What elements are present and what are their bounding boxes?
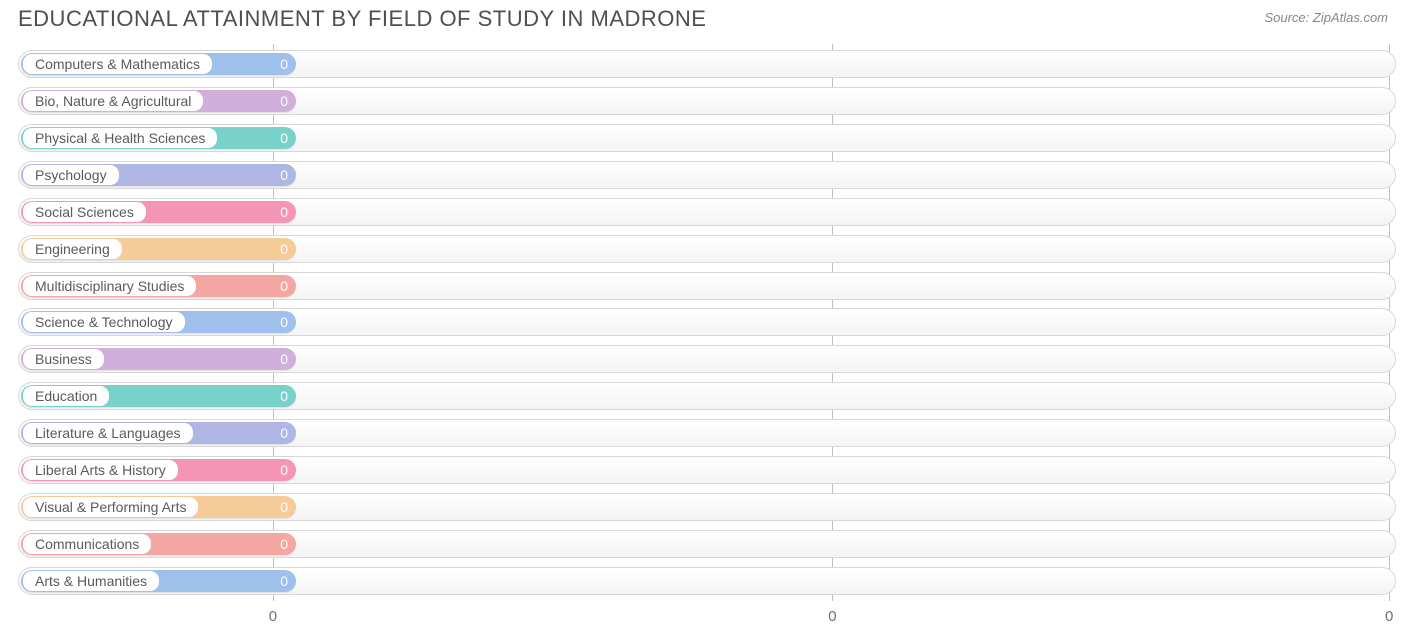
bar-label: Psychology	[23, 165, 119, 185]
x-axis-tick: 0	[828, 608, 836, 625]
bar-value: 0	[280, 241, 288, 257]
chart-row: Communications 0	[18, 530, 1396, 558]
bar-label: Visual & Performing Arts	[23, 497, 198, 517]
bar-label: Education	[23, 386, 109, 406]
chart-row: Physical & Health Sciences 0	[18, 124, 1396, 152]
bar-fill: Communications 0	[21, 533, 296, 555]
chart-row: Bio, Nature & Agricultural 0	[18, 87, 1396, 115]
bar-fill: Literature & Languages 0	[21, 422, 296, 444]
bar-value: 0	[280, 204, 288, 220]
bar-fill: Psychology 0	[21, 164, 296, 186]
bar-value: 0	[280, 536, 288, 552]
bar-value: 0	[280, 425, 288, 441]
bar-label: Business	[23, 349, 104, 369]
chart-row: Multidisciplinary Studies 0	[18, 272, 1396, 300]
bar-label: Science & Technology	[23, 312, 185, 332]
chart-row: Visual & Performing Arts 0	[18, 493, 1396, 521]
chart-row: Psychology 0	[18, 161, 1396, 189]
bar-label: Multidisciplinary Studies	[23, 276, 196, 296]
chart-row: Literature & Languages 0	[18, 419, 1396, 447]
bar-label: Social Sciences	[23, 202, 146, 222]
bar-fill: Social Sciences 0	[21, 201, 296, 223]
chart-rows: Computers & Mathematics0Bio, Nature & Ag…	[18, 50, 1396, 595]
chart-row: Social Sciences 0	[18, 198, 1396, 226]
bar-label: Arts & Humanities	[23, 571, 159, 591]
chart-area: 000 Computers & Mathematics0Bio, Nature …	[18, 44, 1396, 601]
bar-label: Communications	[23, 534, 151, 554]
chart-row: Arts & Humanities 0	[18, 567, 1396, 595]
bar-fill: Arts & Humanities 0	[21, 570, 296, 592]
x-axis-tick: 0	[269, 608, 277, 625]
bar-fill: Physical & Health Sciences 0	[21, 127, 296, 149]
chart-row: Engineering 0	[18, 235, 1396, 263]
bar-value: 0	[280, 499, 288, 515]
bar-fill: Computers & Mathematics 0	[21, 53, 296, 75]
bar-fill: Business 0	[21, 348, 296, 370]
bar-value: 0	[280, 167, 288, 183]
x-axis-tick: 0	[1385, 608, 1393, 625]
bar-value: 0	[280, 93, 288, 109]
chart-row: Education 0	[18, 382, 1396, 410]
bar-fill: Visual & Performing Arts 0	[21, 496, 296, 518]
bar-label: Bio, Nature & Agricultural	[23, 91, 203, 111]
bar-label: Computers & Mathematics	[23, 54, 212, 74]
chart-row: Liberal Arts & History 0	[18, 456, 1396, 484]
bar-fill: Multidisciplinary Studies 0	[21, 275, 296, 297]
chart-row: Business 0	[18, 345, 1396, 373]
bar-fill: Science & Technology 0	[21, 311, 296, 333]
chart-row: Computers & Mathematics 0	[18, 50, 1396, 78]
bar-fill: Education 0	[21, 385, 296, 407]
bar-label: Liberal Arts & History	[23, 460, 178, 480]
chart-source: Source: ZipAtlas.com	[1264, 6, 1388, 25]
bar-value: 0	[280, 130, 288, 146]
bar-value: 0	[280, 278, 288, 294]
bar-value: 0	[280, 56, 288, 72]
chart-title: EDUCATIONAL ATTAINMENT BY FIELD OF STUDY…	[18, 6, 706, 32]
bar-value: 0	[280, 462, 288, 478]
bar-value: 0	[280, 314, 288, 330]
bar-label: Literature & Languages	[23, 423, 193, 443]
chart-header: EDUCATIONAL ATTAINMENT BY FIELD OF STUDY…	[0, 0, 1406, 32]
bar-fill: Liberal Arts & History 0	[21, 459, 296, 481]
bar-fill: Bio, Nature & Agricultural 0	[21, 90, 296, 112]
bar-value: 0	[280, 351, 288, 367]
bar-fill: Engineering 0	[21, 238, 296, 260]
bar-label: Physical & Health Sciences	[23, 128, 217, 148]
chart-row: Science & Technology 0	[18, 308, 1396, 336]
bar-value: 0	[280, 388, 288, 404]
bar-label: Engineering	[23, 239, 122, 259]
bar-value: 0	[280, 573, 288, 589]
